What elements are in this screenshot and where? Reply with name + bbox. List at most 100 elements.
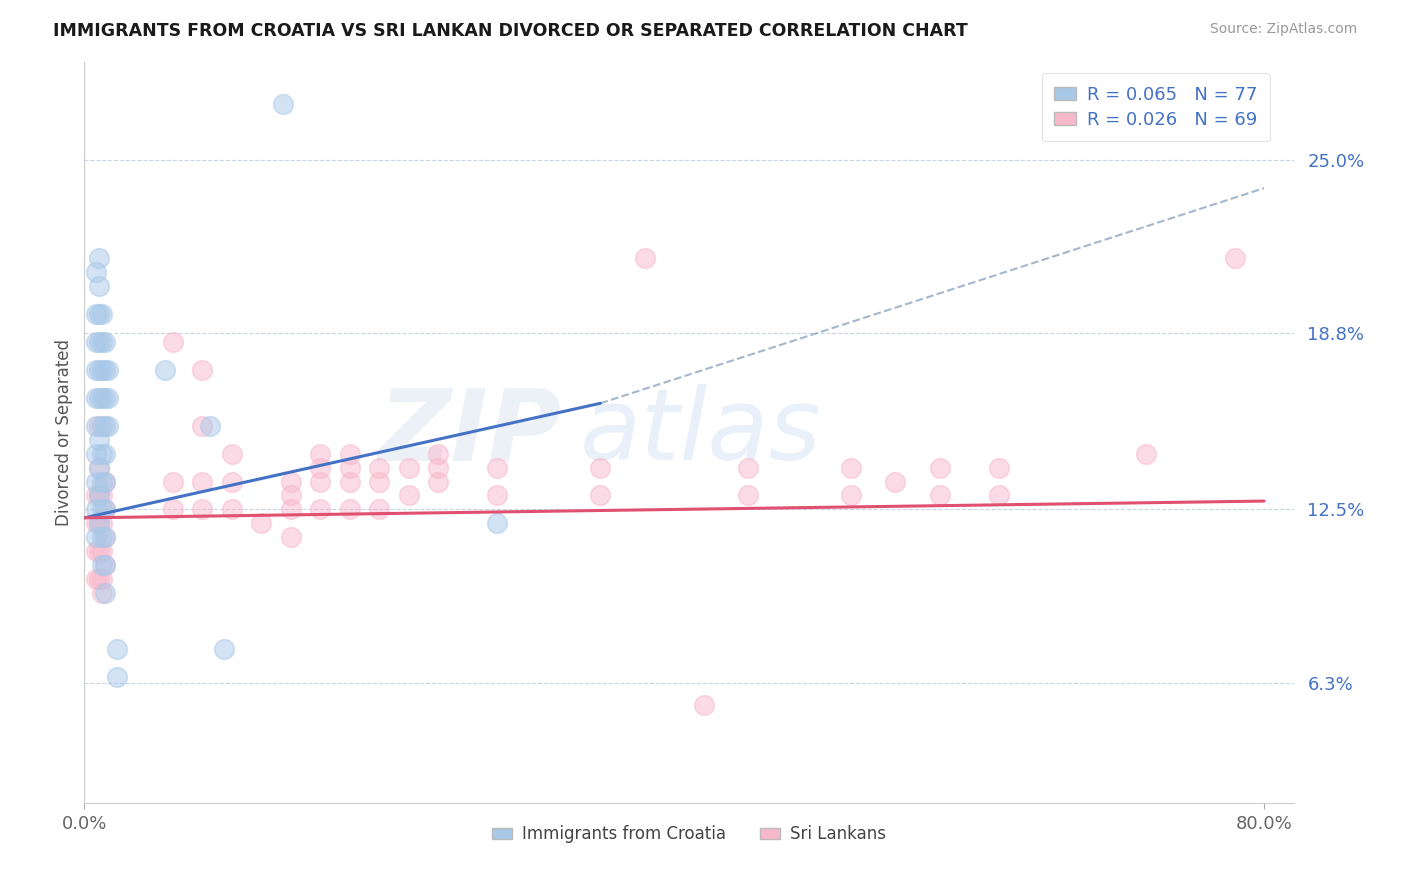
Point	[94, 586, 117, 600]
Point	[91, 334, 114, 349]
Point	[191, 475, 214, 489]
Point	[87, 279, 110, 293]
Point	[87, 363, 110, 377]
Point	[91, 530, 114, 544]
Point	[91, 488, 114, 502]
Point	[87, 460, 110, 475]
Point	[91, 391, 114, 405]
Point	[339, 446, 361, 460]
Point	[84, 502, 107, 516]
Point	[84, 418, 107, 433]
Point	[94, 334, 117, 349]
Point	[94, 502, 117, 516]
Point	[84, 572, 107, 586]
Point	[839, 460, 862, 475]
Point	[280, 530, 302, 544]
Point	[91, 475, 114, 489]
Point	[155, 363, 177, 377]
Point	[87, 544, 110, 558]
Point	[191, 502, 214, 516]
Point	[486, 488, 509, 502]
Point	[87, 307, 110, 321]
Point	[162, 334, 184, 349]
Point	[94, 363, 117, 377]
Point	[84, 544, 107, 558]
Point	[91, 446, 114, 460]
Point	[84, 334, 107, 349]
Point	[368, 502, 391, 516]
Point	[91, 544, 114, 558]
Point	[280, 488, 302, 502]
Point	[87, 334, 110, 349]
Point	[94, 502, 117, 516]
Point	[398, 488, 420, 502]
Point	[339, 475, 361, 489]
Point	[162, 475, 184, 489]
Text: atlas: atlas	[581, 384, 821, 481]
Point	[94, 391, 117, 405]
Point	[221, 475, 243, 489]
Point	[87, 433, 110, 447]
Point	[928, 488, 950, 502]
Point	[87, 418, 110, 433]
Point	[91, 418, 114, 433]
Point	[273, 97, 295, 112]
Text: ZIP: ZIP	[380, 384, 562, 481]
Point	[280, 475, 302, 489]
Point	[309, 460, 332, 475]
Point	[221, 446, 243, 460]
Point	[97, 363, 120, 377]
Point	[91, 572, 114, 586]
Point	[427, 460, 450, 475]
Point	[87, 516, 110, 531]
Point	[339, 460, 361, 475]
Point	[87, 251, 110, 265]
Point	[84, 391, 107, 405]
Point	[84, 530, 107, 544]
Point	[427, 475, 450, 489]
Point	[398, 460, 420, 475]
Point	[339, 502, 361, 516]
Point	[94, 558, 117, 573]
Point	[162, 502, 184, 516]
Point	[309, 446, 332, 460]
Point	[94, 418, 117, 433]
Point	[105, 670, 128, 684]
Point	[105, 642, 128, 657]
Point	[94, 530, 117, 544]
Point	[214, 642, 236, 657]
Point	[91, 516, 114, 531]
Point	[94, 558, 117, 573]
Point	[737, 488, 759, 502]
Point	[94, 475, 117, 489]
Text: Source: ZipAtlas.com: Source: ZipAtlas.com	[1209, 22, 1357, 37]
Point	[198, 418, 221, 433]
Point	[84, 265, 107, 279]
Point	[250, 516, 273, 531]
Point	[91, 558, 114, 573]
Point	[191, 418, 214, 433]
Point	[191, 363, 214, 377]
Point	[87, 391, 110, 405]
Point	[839, 488, 862, 502]
Point	[94, 530, 117, 544]
Point	[309, 502, 332, 516]
Point	[368, 460, 391, 475]
Point	[87, 460, 110, 475]
Point	[589, 488, 612, 502]
Point	[1223, 251, 1246, 265]
Point	[84, 307, 107, 321]
Legend: Immigrants from Croatia, Sri Lankans: Immigrants from Croatia, Sri Lankans	[485, 819, 893, 850]
Point	[94, 446, 117, 460]
Point	[87, 516, 110, 531]
Point	[91, 502, 114, 516]
Point	[84, 475, 107, 489]
Point	[87, 572, 110, 586]
Point	[634, 251, 657, 265]
Point	[737, 460, 759, 475]
Point	[486, 516, 509, 531]
Point	[84, 363, 107, 377]
Point	[91, 586, 114, 600]
Point	[87, 488, 110, 502]
Point	[1135, 446, 1157, 460]
